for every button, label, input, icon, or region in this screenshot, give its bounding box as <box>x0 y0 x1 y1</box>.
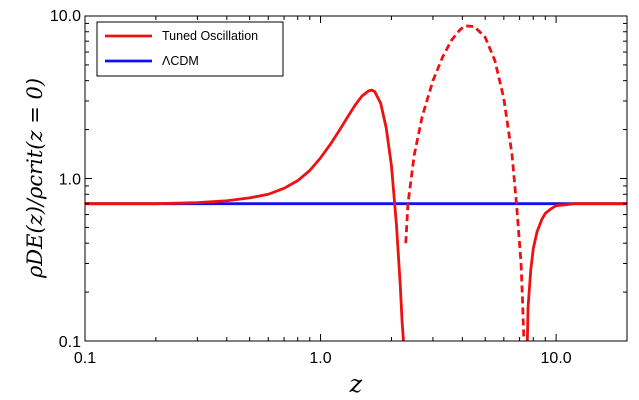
legend-label-tuned-oscillation: Tuned Oscillation <box>162 29 258 43</box>
ticks-layer <box>84 15 628 342</box>
series-layer <box>85 24 627 341</box>
series-line-tuned-oscillation-2 <box>404 24 523 264</box>
x-tick-label: 1.0 <box>309 350 331 367</box>
legend-label-lcdm: ΛCDM <box>162 54 199 68</box>
y-tick-label: 0.1 <box>59 334 81 351</box>
y-tick-label: 10.0 <box>50 8 81 25</box>
x-tick-label: 10.0 <box>541 350 572 367</box>
legend: Tuned Oscillation ΛCDM <box>96 21 284 77</box>
y-axis-label: ρDE(z)/ρcrit(z = 0) <box>23 78 47 279</box>
legend-box <box>96 21 284 77</box>
y-tick-label: 1.0 <box>59 172 81 189</box>
series-line-tuned-oscillation-4 <box>525 202 627 341</box>
x-axis-label: z <box>349 370 363 398</box>
series-line-tuned-oscillation-3 <box>519 263 526 341</box>
series-line-tuned-oscillation-1 <box>85 88 405 341</box>
x-tick-label: 0.1 <box>74 350 96 367</box>
tick-labels-layer: 0.1 1.0 10.0 0.1 1.0 10.0 <box>50 8 572 367</box>
